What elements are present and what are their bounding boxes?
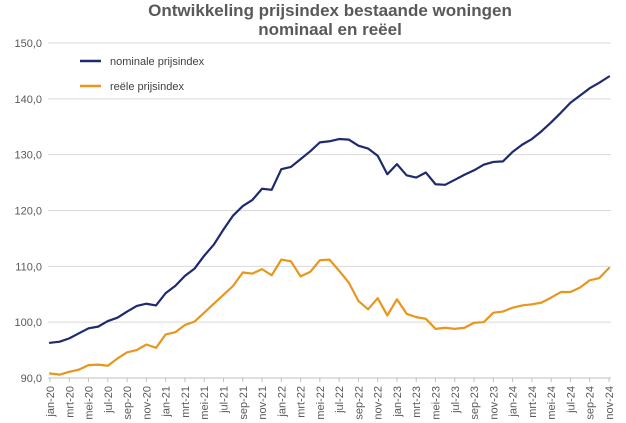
y-tick-label: 150,0 bbox=[14, 38, 42, 50]
x-tick-label: sep-20 bbox=[122, 386, 134, 420]
x-tick-label: jul-21 bbox=[218, 386, 230, 414]
x-tick-label: mrt-22 bbox=[296, 386, 308, 418]
chart-title-line-2: nominaal en reëel bbox=[258, 20, 402, 39]
x-tick-label: mei-24 bbox=[546, 386, 558, 420]
x-tick-label: jan-21 bbox=[161, 386, 173, 418]
x-tick-label: mei-22 bbox=[315, 386, 327, 420]
x-tick-label: nov-23 bbox=[488, 386, 500, 420]
x-tick-label: mrt-20 bbox=[64, 386, 76, 418]
x-axis-ticks: jan-20 mrt-20 mei-20 jul-20 sep-20 nov-20 jan-… bbox=[45, 378, 616, 420]
x-tick-label: sep-24 bbox=[585, 386, 597, 420]
x-tick-label: mrt-24 bbox=[527, 386, 539, 418]
x-tick-label: mei-21 bbox=[199, 386, 211, 420]
gridlines bbox=[48, 42, 611, 379]
series-lines bbox=[48, 75, 611, 376]
x-tick-label: nov-22 bbox=[373, 386, 385, 420]
x-tick-label: jul-22 bbox=[334, 386, 346, 414]
x-tick-label: jan-20 bbox=[45, 386, 57, 418]
y-tick-label: 100,0 bbox=[14, 317, 42, 329]
series-line-real bbox=[48, 258, 611, 376]
x-tick-label: jul-20 bbox=[103, 386, 115, 414]
y-tick-label: 130,0 bbox=[14, 150, 42, 162]
y-tick-label: 110,0 bbox=[15, 261, 42, 273]
y-tick-label: 90,0 bbox=[21, 373, 42, 385]
x-tick-label: sep-21 bbox=[238, 386, 250, 420]
x-tick-label: jan-22 bbox=[276, 386, 288, 418]
y-tick-label: 140,0 bbox=[14, 94, 42, 106]
x-tick-label: jul-23 bbox=[450, 386, 462, 414]
legend-label-nominal: nominale prijsindex bbox=[110, 56, 205, 68]
x-tick-label: nov-20 bbox=[141, 386, 153, 420]
y-axis-ticks: 90,0 100,0 110,0 120,0 130,0 140,0 150,0 bbox=[14, 38, 42, 385]
x-tick-label: sep-22 bbox=[353, 386, 365, 420]
x-tick-label: nov-24 bbox=[604, 386, 616, 420]
chart-title-line-1: Ontwikkeling prijsindex bestaande woning… bbox=[148, 1, 512, 20]
x-tick-label: jan-24 bbox=[508, 386, 520, 418]
legend: nominale prijsindex reële prijsindex bbox=[80, 56, 205, 93]
x-tick-label: sep-23 bbox=[469, 386, 481, 420]
y-tick-label: 120,0 bbox=[14, 206, 42, 218]
x-tick-label: nov-21 bbox=[257, 386, 269, 420]
x-tick-label: mei-23 bbox=[431, 386, 443, 420]
x-tick-label: jan-23 bbox=[392, 386, 404, 418]
x-tick-label: mrt-21 bbox=[180, 386, 192, 418]
series-line-nominal bbox=[48, 75, 611, 344]
x-tick-label: mrt-23 bbox=[411, 386, 423, 418]
x-tick-label: jul-24 bbox=[565, 386, 577, 414]
legend-label-real: reële prijsindex bbox=[110, 81, 184, 93]
x-tick-label: mei-20 bbox=[84, 386, 96, 420]
